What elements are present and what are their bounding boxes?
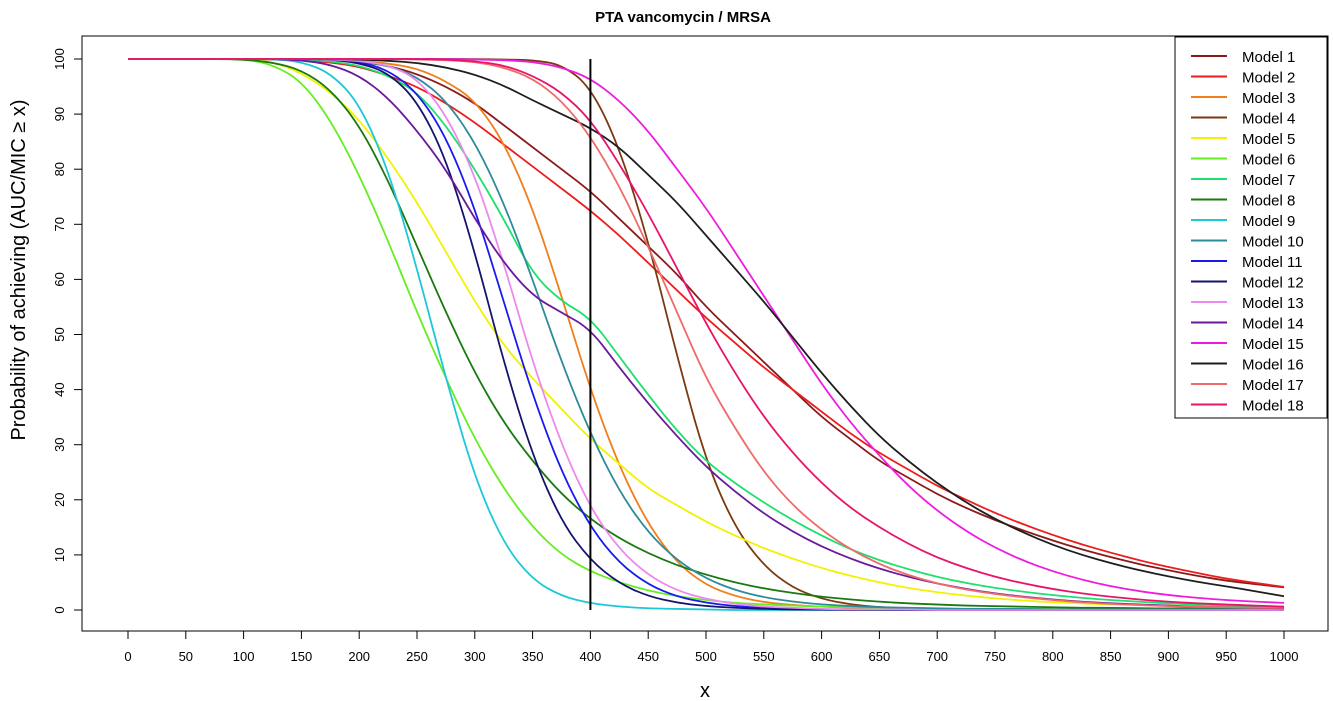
legend-box: [1174, 36, 1328, 419]
x-tick-label: 850: [1100, 649, 1122, 664]
y-tick-label: 50: [52, 327, 67, 341]
x-tick-label: 700: [926, 649, 948, 664]
x-tick-label: 500: [695, 649, 717, 664]
x-tick-label: 950: [1215, 649, 1237, 664]
series-line-model-14: [128, 58, 1285, 610]
y-tick-label: 100: [52, 48, 67, 70]
legend-label: Model 4: [1242, 111, 1295, 128]
series-line-model-16: [128, 58, 1285, 598]
x-tick-label: 0: [124, 649, 131, 664]
x-tick-label: 750: [984, 649, 1006, 664]
series-line-model-6: [128, 58, 1284, 611]
y-tick-label: 10: [52, 548, 67, 562]
axes: 0 50 100 150 200 250 300 350 400 450 500 550 600 650 7…: [52, 35, 1329, 664]
x-tick-label: 250: [406, 649, 428, 664]
legend-label: Model 6: [1242, 152, 1295, 169]
y-tick-label: 90: [52, 107, 67, 121]
x-tick-label: 800: [1042, 649, 1064, 664]
x-tick-label: 400: [580, 649, 602, 664]
legend-label: Model 2: [1242, 70, 1295, 87]
chart-title: PTA vancomycin / MRSA: [595, 9, 771, 26]
x-tick-label: 300: [464, 649, 486, 664]
legend-label: Model 13: [1242, 295, 1304, 312]
y-tick-label: 80: [52, 162, 67, 176]
legend-label: Model 5: [1242, 131, 1295, 148]
legend-label: Model 12: [1242, 275, 1304, 292]
x-tick-label: 350: [522, 649, 544, 664]
legend-label: Model 11: [1242, 254, 1303, 271]
legend-label: Model 18: [1242, 398, 1304, 415]
series-line-model-9: [128, 58, 1284, 611]
series-line-model-13: [128, 58, 1284, 611]
series-line-model-17: [128, 58, 1284, 609]
y-tick-label: 30: [52, 437, 67, 451]
series-line-model-7: [128, 58, 1285, 608]
x-tick-label: 50: [179, 649, 193, 664]
series-line-model-8: [128, 58, 1284, 610]
legend-label: Model 14: [1242, 316, 1304, 333]
y-tick-label: 70: [52, 217, 67, 231]
legend-label: Model 10: [1242, 234, 1304, 251]
x-tick-label: 550: [753, 649, 775, 664]
legend-label: Model 16: [1242, 357, 1304, 374]
series-line-model-11: [128, 58, 1284, 611]
series-line-model-10: [128, 58, 1284, 611]
legend-label: Model 3: [1242, 90, 1295, 107]
legend: Model 1 Model 2 Model 3 Model 4 Model 5 Model…: [1174, 36, 1328, 419]
series-line-model-5: [128, 58, 1285, 609]
x-tick-label: 1000: [1270, 649, 1299, 664]
series-line-model-3: [128, 58, 1284, 611]
series-lines: [128, 58, 1285, 611]
x-tick-label: 650: [869, 649, 891, 664]
legend-label: Model 15: [1242, 336, 1304, 353]
y-tick-label: 40: [52, 382, 67, 396]
x-tick-label: 150: [291, 649, 313, 664]
x-tick-label: 100: [233, 649, 255, 664]
plot-frame: [81, 35, 1329, 632]
series-line-model-18: [128, 58, 1285, 608]
x-tick-label: 450: [637, 649, 659, 664]
legend-label: Model 17: [1242, 377, 1304, 394]
series-line-model-12: [128, 58, 1284, 611]
y-tick-label: 60: [52, 272, 67, 286]
x-tick-label: 600: [811, 649, 833, 664]
x-tick-label: 900: [1158, 649, 1180, 664]
legend-label: Model 8: [1242, 193, 1295, 210]
y-axis-label: Probability of achieving (AUC/MIC ≥ x): [8, 99, 30, 440]
x-axis-label: x: [700, 680, 710, 701]
legend-label: Model 7: [1242, 172, 1295, 189]
legend-label: Model 9: [1242, 213, 1295, 230]
series-line-model-4: [128, 58, 1284, 611]
y-tick-label: 20: [52, 493, 67, 507]
legend-label: Model 1: [1242, 49, 1295, 66]
x-tick-label: 200: [348, 649, 370, 664]
y-tick-label: 0: [52, 606, 67, 613]
